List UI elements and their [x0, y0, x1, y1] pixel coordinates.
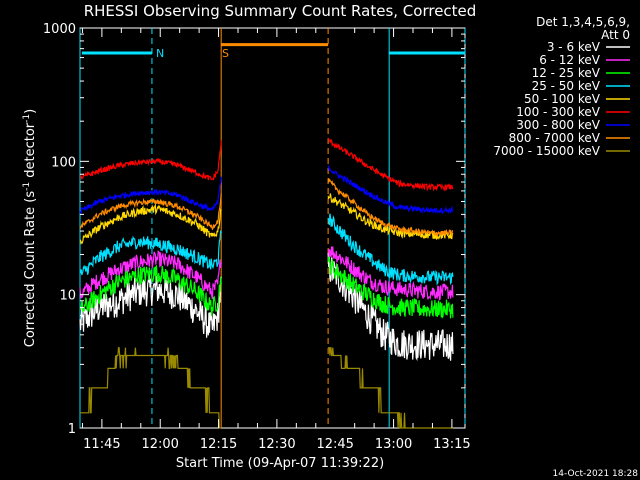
flag-label: S [222, 47, 229, 60]
series-line-8 [328, 347, 453, 429]
series-line-8 [80, 347, 222, 429]
x-tick-label: 13:15 [433, 437, 470, 452]
x-tick-label: 13:00 [375, 437, 412, 452]
y-label-sup-2: -1 [22, 114, 32, 123]
series-line-5 [79, 140, 222, 181]
y-label-part-2: detector [23, 122, 38, 182]
legend-label: 50 - 100 keV [524, 92, 601, 106]
x-tick-label: 12:30 [258, 437, 295, 452]
series-line-2 [327, 256, 454, 319]
plot-frame [79, 27, 466, 429]
y-label-sup-1: -1 [22, 182, 32, 191]
series-line-4 [79, 203, 222, 245]
series-line-6 [327, 164, 454, 215]
y-axis-label: Corrected Count Rate (s-1 detector-1) [22, 109, 38, 347]
x-tick-label: 12:00 [141, 437, 178, 452]
y-label-part-3: ) [23, 109, 38, 114]
y-tick-label: 10 [59, 289, 76, 304]
x-tick-label: 11:45 [83, 437, 120, 452]
series-line-5 [327, 137, 454, 192]
x-tick-label: 12:15 [200, 437, 237, 452]
x-tick-label: 12:45 [316, 437, 353, 452]
y-tick-label: 1 [68, 422, 76, 437]
series-line-3 [80, 230, 222, 276]
legend-header-2: Att 0 [601, 28, 630, 42]
footer-timestamp: 14-Oct-2021 18:28 [553, 469, 639, 479]
y-tick-label: 1000 [43, 22, 76, 37]
x-axis-label: Start Time (09-Apr-07 11:39:22) [176, 456, 384, 471]
series-line-7 [327, 178, 454, 238]
chart-title: RHESSI Observing Summary Count Rates, Co… [84, 2, 477, 20]
legend-label: 300 - 800 keV [516, 118, 600, 132]
legend-label: 800 - 7000 keV [509, 131, 601, 145]
series-line-0 [327, 252, 454, 362]
legend-label: 7000 - 15000 keV [493, 144, 600, 158]
legend-label: 12 - 25 keV [532, 66, 601, 80]
series-line-1 [328, 246, 454, 301]
series-line-6 [79, 176, 222, 214]
series-line-3 [327, 213, 454, 286]
y-tick-label: 100 [51, 155, 76, 170]
legend-header-1: Det 1,3,4,5,6,9, [536, 15, 630, 29]
series-line-1 [79, 249, 222, 300]
legend-label: 25 - 50 keV [532, 79, 601, 93]
legend-label: 3 - 6 keV [547, 40, 601, 54]
y-label-part-1: Corrected Count Rate (s [23, 191, 38, 348]
legend-label: 6 - 12 keV [539, 53, 601, 67]
flag-label: N [156, 47, 164, 60]
series-line-7 [79, 193, 222, 231]
series-line-2 [79, 265, 222, 317]
series-line-0 [79, 274, 222, 338]
legend-label: 100 - 300 keV [516, 105, 600, 119]
